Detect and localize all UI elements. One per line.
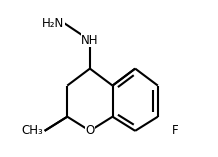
Text: NH: NH [81, 34, 99, 47]
Text: F: F [172, 124, 179, 137]
Text: CH₃: CH₃ [21, 124, 43, 137]
Text: O: O [85, 124, 95, 137]
Text: H₂N: H₂N [42, 17, 65, 30]
